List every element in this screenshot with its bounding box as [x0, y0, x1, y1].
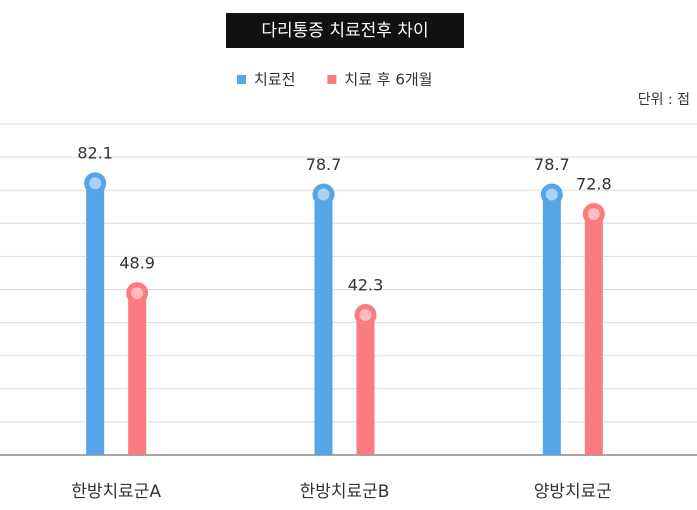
title-box [226, 13, 464, 48]
bar [356, 314, 375, 455]
value-label: 48.9 [119, 254, 155, 273]
chart-title: 다리통증 치료전후 차이 [261, 21, 428, 41]
bar-cap-inner [587, 208, 600, 221]
bar [86, 183, 105, 455]
bar-cap-inner [131, 287, 144, 300]
value-label: 72.8 [576, 175, 612, 194]
value-label: 78.7 [306, 155, 342, 174]
legend: 치료전 치료 후 6개월 [237, 71, 433, 89]
bar-cap-inner [545, 188, 558, 201]
legend-swatch [327, 75, 337, 84]
x-tick-label: 한방치료군A [71, 482, 161, 502]
legend-label: 치료전 [254, 71, 295, 89]
value-label: 82.1 [77, 144, 113, 163]
bar [584, 214, 603, 455]
grid [0, 123, 697, 456]
value-label: 78.7 [534, 155, 570, 174]
bar [128, 293, 147, 455]
bar-cap-inner [89, 177, 102, 190]
bar [542, 194, 561, 456]
x-tick-label: 한방치료군B [300, 482, 390, 502]
x-tick-label: 양방치료군 [534, 482, 612, 502]
bar-cap-inner [317, 188, 330, 201]
legend-swatch [237, 75, 246, 84]
unit-label: 단위 : 점 [638, 92, 690, 108]
plot: 한방치료군A 82.1 48.9 한방치료군B 78.7 42.3 양방치료군 78.7 72.… [71, 144, 612, 502]
bar-cap-inner [359, 308, 372, 321]
legend-label: 치료 후 6개월 [344, 71, 432, 89]
bar [314, 194, 333, 456]
value-label: 42.3 [348, 275, 384, 294]
